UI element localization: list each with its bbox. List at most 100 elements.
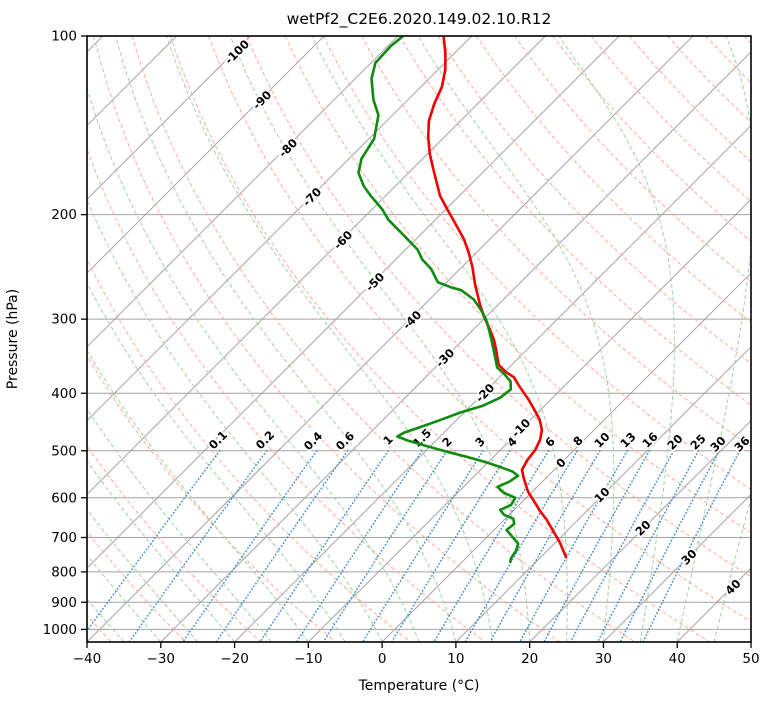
mixing-ratio-label: 6	[542, 434, 558, 450]
x-axis-label: Temperature (°C)	[358, 678, 480, 694]
moist-adiabat-line	[417, 36, 615, 642]
plot-border	[86, 35, 752, 643]
mixing-ratio-label: 0.4	[301, 429, 325, 453]
mixing-ratio-label: 1	[380, 432, 396, 448]
mixing-ratio-label: 2	[439, 434, 455, 450]
axes-layer: −40 −30 −20 −10 0 10 20 30 40 5010020030040050060…	[5, 10, 760, 694]
mixing-ratio-label: 16	[639, 429, 660, 450]
y-tick-label: 1000	[43, 622, 77, 638]
isotherm-label: -40	[400, 308, 425, 333]
mixing-ratio-line	[433, 450, 550, 642]
mixing-ratio-label: 0.2	[253, 428, 277, 452]
mixing-ratio-label: 30	[707, 433, 728, 454]
isotherm-line	[160, 51, 751, 642]
x-tick-label: 10	[447, 651, 464, 667]
mixing-ratio-line	[569, 450, 675, 642]
moist-adiabat-line	[115, 36, 457, 642]
dry-adiabat-line	[322, 36, 751, 491]
dry-adiabat-line	[514, 36, 751, 283]
x-tick-label: 50	[742, 651, 759, 667]
isotherm-label: -70	[300, 185, 325, 210]
mixing-ratio-line	[390, 450, 511, 642]
mixing-ratio-label: 3	[472, 434, 488, 450]
moist-adiabat-line	[87, 86, 420, 642]
moist-adiabat-line	[166, 36, 494, 642]
mixing-ratio-line	[519, 450, 629, 642]
mixing-ratio-line	[464, 450, 578, 642]
y-tick-label: 300	[51, 312, 77, 328]
dry-adiabat-line	[246, 36, 751, 578]
isotherm-label: -90	[250, 88, 275, 113]
x-tick-label: −40	[73, 651, 102, 667]
mixing-ratio-line	[215, 450, 349, 642]
dry-adiabat-line	[743, 36, 751, 44]
isotherm-line	[87, 36, 177, 127]
dry-adiabat-line	[705, 36, 751, 84]
y-tick-label: 200	[51, 207, 77, 223]
y-tick-label: 500	[51, 443, 77, 459]
gridline-layer	[87, 36, 751, 642]
mixing-ratio-label: 25	[687, 431, 708, 452]
dry-adiabat-line	[169, 36, 710, 642]
isotherm-line	[307, 198, 751, 642]
moist-adiabat-line	[87, 508, 199, 642]
isotherm-line	[87, 36, 546, 496]
moist-adiabat-line	[87, 281, 346, 642]
mixing-ratio-label: 0.1	[206, 428, 230, 452]
dry-adiabat-line	[590, 36, 751, 203]
moist-adiabat-line	[87, 407, 272, 642]
isotherm-line	[234, 124, 751, 642]
dry-adiabat-line	[361, 36, 751, 448]
dry-adiabat-line	[284, 36, 751, 534]
mixing-ratio-line	[543, 450, 651, 642]
dry-adiabat-line	[475, 36, 751, 323]
profile-layer	[357, 36, 568, 563]
isotherm-line	[87, 36, 325, 274]
y-tick-label: 600	[51, 490, 77, 506]
isotherm-line	[87, 36, 251, 201]
moist-adiabat-line	[87, 460, 235, 642]
moist-adiabat-line	[229, 36, 531, 642]
mixing-ratio-label: 8	[570, 433, 586, 449]
y-tick-label: 900	[51, 595, 77, 611]
isotherm-line	[87, 36, 694, 642]
moist-adiabat-line	[87, 349, 309, 642]
isotherm-label: -100	[222, 37, 252, 67]
x-tick-label: 30	[595, 651, 612, 667]
temperature-profile	[426, 36, 568, 559]
mixing-ratio-line	[596, 450, 700, 642]
y-tick-label: 700	[51, 530, 77, 546]
isotherm-line	[529, 419, 751, 642]
dry-adiabat-line	[399, 36, 751, 406]
mixing-ratio-label: 13	[617, 429, 638, 450]
x-tick-label: 20	[521, 651, 538, 667]
mixing-ratio-line	[619, 450, 720, 642]
x-tick-label: −30	[147, 651, 176, 667]
dry-adiabat-line	[552, 36, 751, 243]
isotherm-line	[603, 493, 751, 642]
mixing-ratio-line	[259, 450, 389, 642]
dry-adiabat-line	[628, 36, 751, 163]
dry-adiabat-line	[131, 36, 636, 642]
y-axis-label: Pressure (hPa)	[5, 289, 21, 389]
dry-adiabat-line	[208, 36, 751, 623]
dry-adiabat-line	[87, 354, 336, 642]
x-tick-label: 40	[669, 651, 686, 667]
moist-adiabat-line	[558, 36, 675, 642]
dry-adiabat-line	[93, 36, 561, 642]
isotherm-label: 10	[591, 484, 612, 505]
isotherm-line	[87, 36, 620, 569]
y-tick-label: 100	[51, 29, 77, 45]
isotherm-label: -60	[331, 228, 356, 253]
dewpoint-profile	[357, 36, 520, 563]
isotherm-line	[87, 36, 473, 422]
y-tick-label: 800	[51, 564, 77, 580]
mixing-ratio-line	[642, 450, 741, 642]
x-tick-label: −20	[220, 651, 249, 667]
dry-adiabat-line	[87, 257, 411, 642]
mixing-ratio-line	[182, 450, 318, 642]
isotherm-line	[381, 272, 751, 642]
isotherm-label: -10	[509, 416, 534, 441]
